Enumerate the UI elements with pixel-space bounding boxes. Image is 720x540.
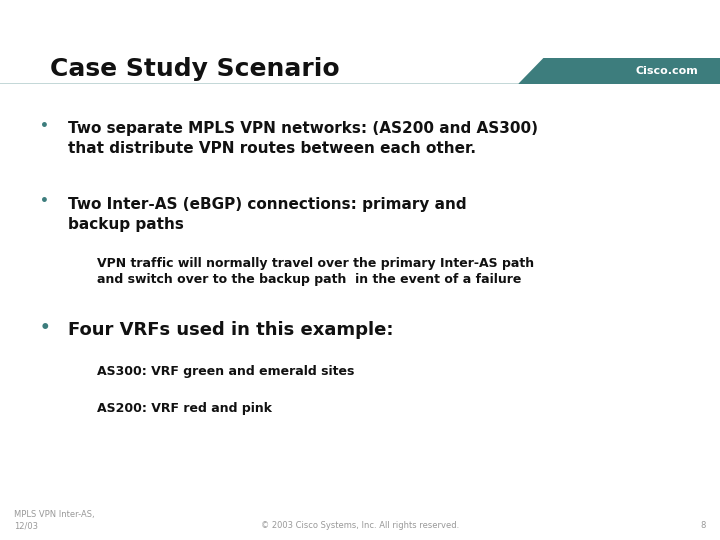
- FancyBboxPatch shape: [0, 58, 720, 84]
- Text: Four VRFs used in this example:: Four VRFs used in this example:: [68, 321, 394, 339]
- Text: AS200: VRF red and pink: AS200: VRF red and pink: [97, 402, 272, 415]
- Text: AS300: VRF green and emerald sites: AS300: VRF green and emerald sites: [97, 364, 354, 377]
- Text: Case Study Scenario: Case Study Scenario: [50, 57, 340, 80]
- Text: •: •: [40, 319, 50, 336]
- Text: Two Inter-AS (eBGP) connections: primary and
backup paths: Two Inter-AS (eBGP) connections: primary…: [68, 197, 467, 232]
- Polygon shape: [0, 58, 544, 84]
- Text: •: •: [40, 119, 48, 133]
- Text: Two separate MPLS VPN networks: (AS200 and AS300)
that distribute VPN routes bet: Two separate MPLS VPN networks: (AS200 a…: [68, 122, 539, 156]
- Text: 8: 8: [701, 521, 706, 530]
- Text: VPN traffic will normally travel over the primary Inter-AS path
and switch over : VPN traffic will normally travel over th…: [97, 256, 534, 287]
- Text: © 2003 Cisco Systems, Inc. All rights reserved.: © 2003 Cisco Systems, Inc. All rights re…: [261, 521, 459, 530]
- Text: •: •: [40, 194, 48, 208]
- Text: MPLS VPN Inter-AS,
12/03: MPLS VPN Inter-AS, 12/03: [14, 510, 95, 530]
- Text: Cisco.com: Cisco.com: [636, 66, 698, 76]
